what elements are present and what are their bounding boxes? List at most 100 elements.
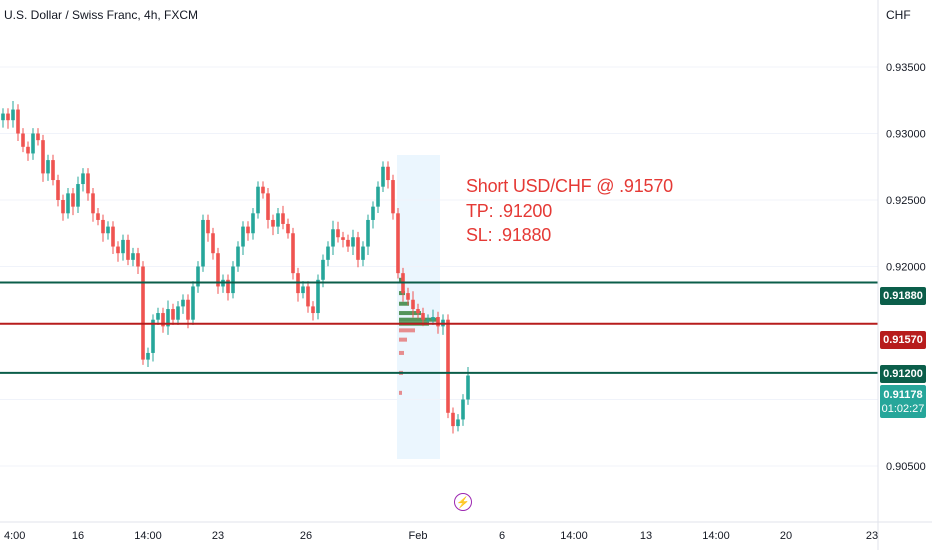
- candle-body: [396, 213, 400, 274]
- take-profit-price-tag[interactable]: 0.91200: [880, 365, 926, 383]
- candle-body: [456, 419, 460, 427]
- candle-body: [11, 109, 15, 121]
- candle-body: [51, 160, 55, 181]
- profile-bar: [399, 317, 437, 322]
- price-tick-label: 0.92500: [886, 195, 926, 207]
- last-price-tag[interactable]: 0.91178 01:02:27: [880, 385, 926, 418]
- candle-body: [106, 226, 110, 234]
- profile-bar: [399, 350, 404, 355]
- candle-body: [406, 293, 410, 300]
- time-tick-label: 14:00: [134, 530, 162, 542]
- candle-body: [181, 299, 185, 307]
- profile-bar: [399, 337, 407, 342]
- candle-body: [26, 146, 30, 154]
- candle-body: [311, 306, 315, 314]
- annotation-line-1[interactable]: Short USD/CHF @ .91570: [466, 176, 673, 196]
- candle-body: [136, 253, 140, 267]
- candle-body: [306, 286, 310, 307]
- candle-body: [61, 200, 65, 214]
- candle-body: [271, 219, 275, 227]
- symbol-title[interactable]: U.S. Dollar / Swiss Franc, 4h, FXCM: [4, 8, 199, 22]
- time-tick-label: 13: [640, 530, 652, 542]
- candle-body: [96, 213, 100, 220]
- candle-body: [166, 309, 170, 327]
- time-tick-label: Feb: [409, 530, 428, 542]
- price-tick-label: 0.93000: [886, 129, 926, 141]
- annotation-line-2[interactable]: TP: .91200: [466, 201, 553, 221]
- candle-body: [196, 266, 200, 287]
- candle-body: [156, 313, 160, 320]
- candle-body: [351, 237, 355, 247]
- time-tick-label: 6: [499, 530, 505, 542]
- entry-price-tag[interactable]: 0.91570: [880, 331, 926, 349]
- annotation-line-3[interactable]: SL: .91880: [466, 225, 552, 245]
- candle-body: [386, 166, 390, 181]
- candle-body: [431, 317, 435, 320]
- candle-body: [381, 166, 385, 187]
- grid: [0, 66, 878, 467]
- horizontal-levels[interactable]: [0, 281, 878, 374]
- candle-body: [301, 286, 305, 294]
- candle-body: [66, 193, 70, 214]
- time-tick-label: 23: [212, 530, 224, 542]
- candle-body: [266, 193, 270, 220]
- candle-body: [376, 186, 380, 207]
- candle-body: [331, 229, 335, 247]
- candle-body: [76, 184, 80, 207]
- candle-body: [161, 313, 165, 327]
- candle-body: [226, 279, 230, 294]
- candle-body: [426, 319, 430, 321]
- candle-body: [251, 213, 255, 234]
- profile-bar: [399, 328, 415, 333]
- candle-body: [1, 113, 5, 121]
- candle-body: [186, 299, 190, 320]
- candle-body: [191, 286, 195, 320]
- candle-body: [6, 113, 10, 121]
- profile-bar: [399, 301, 409, 306]
- price-tick-label: 0.90500: [886, 461, 926, 473]
- time-tick-label: 14:00: [702, 530, 730, 542]
- candle-body: [346, 239, 350, 247]
- candle-body: [286, 223, 290, 234]
- candle-body: [391, 180, 395, 214]
- price-tick-label: 0.93500: [886, 62, 926, 74]
- candle-body: [201, 219, 205, 267]
- candle-body: [86, 173, 90, 194]
- candle-body: [451, 412, 455, 427]
- candle-body: [91, 193, 95, 214]
- candle-body: [446, 319, 450, 413]
- bar-countdown: 01:02:27: [881, 402, 925, 415]
- time-tick-label: 16: [72, 530, 84, 542]
- candle-body: [151, 319, 155, 353]
- currency-label[interactable]: CHF: [886, 8, 911, 22]
- candle-body: [466, 375, 470, 400]
- candle-body: [416, 309, 420, 314]
- candle-body: [261, 186, 265, 194]
- candle-body: [131, 253, 135, 260]
- time-tick-label: 26: [300, 530, 312, 542]
- candle-body: [291, 233, 295, 274]
- candle-body: [141, 266, 145, 360]
- candle-body: [206, 219, 210, 234]
- candle-body: [81, 173, 85, 185]
- candle-body: [16, 109, 20, 134]
- candle-body: [236, 246, 240, 267]
- candle-body: [281, 213, 285, 224]
- lightning-bolt-icon[interactable]: ⚡: [454, 493, 472, 511]
- candle-body: [366, 219, 370, 247]
- stop-loss-price-tag[interactable]: 0.91880: [880, 287, 926, 305]
- candle-body: [116, 246, 120, 254]
- candle-body: [411, 299, 415, 310]
- time-tick-label: 23: [866, 530, 878, 542]
- candle-body: [436, 317, 440, 327]
- candle-body: [321, 259, 325, 280]
- time-tick-label: 14:00: [560, 530, 588, 542]
- candle-body: [356, 237, 360, 260]
- candle-body: [56, 180, 60, 200]
- candle-body: [46, 160, 50, 174]
- candle-body: [121, 239, 125, 254]
- profile-bar: [399, 390, 402, 395]
